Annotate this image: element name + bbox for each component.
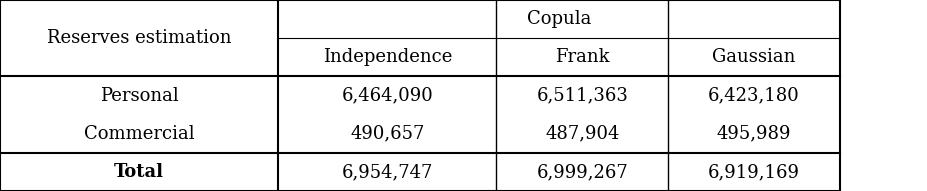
Text: Commercial: Commercial (83, 125, 195, 143)
Text: 6,954,747: 6,954,747 (341, 163, 433, 181)
Text: 490,657: 490,657 (349, 125, 425, 143)
Text: 495,989: 495,989 (716, 125, 791, 143)
Text: 6,423,180: 6,423,180 (707, 87, 799, 104)
Text: Independence: Independence (323, 48, 451, 66)
Text: 6,511,363: 6,511,363 (536, 87, 628, 104)
Text: 6,919,169: 6,919,169 (707, 163, 799, 181)
Text: Gaussian: Gaussian (712, 48, 794, 66)
Text: 487,904: 487,904 (544, 125, 619, 143)
Text: Reserves estimation: Reserves estimation (47, 29, 231, 47)
Text: 6,464,090: 6,464,090 (341, 87, 433, 104)
Text: Personal: Personal (100, 87, 178, 104)
Text: Total: Total (114, 163, 164, 181)
Text: Copula: Copula (527, 10, 590, 28)
Text: Frank: Frank (554, 48, 609, 66)
Text: 6,999,267: 6,999,267 (536, 163, 628, 181)
